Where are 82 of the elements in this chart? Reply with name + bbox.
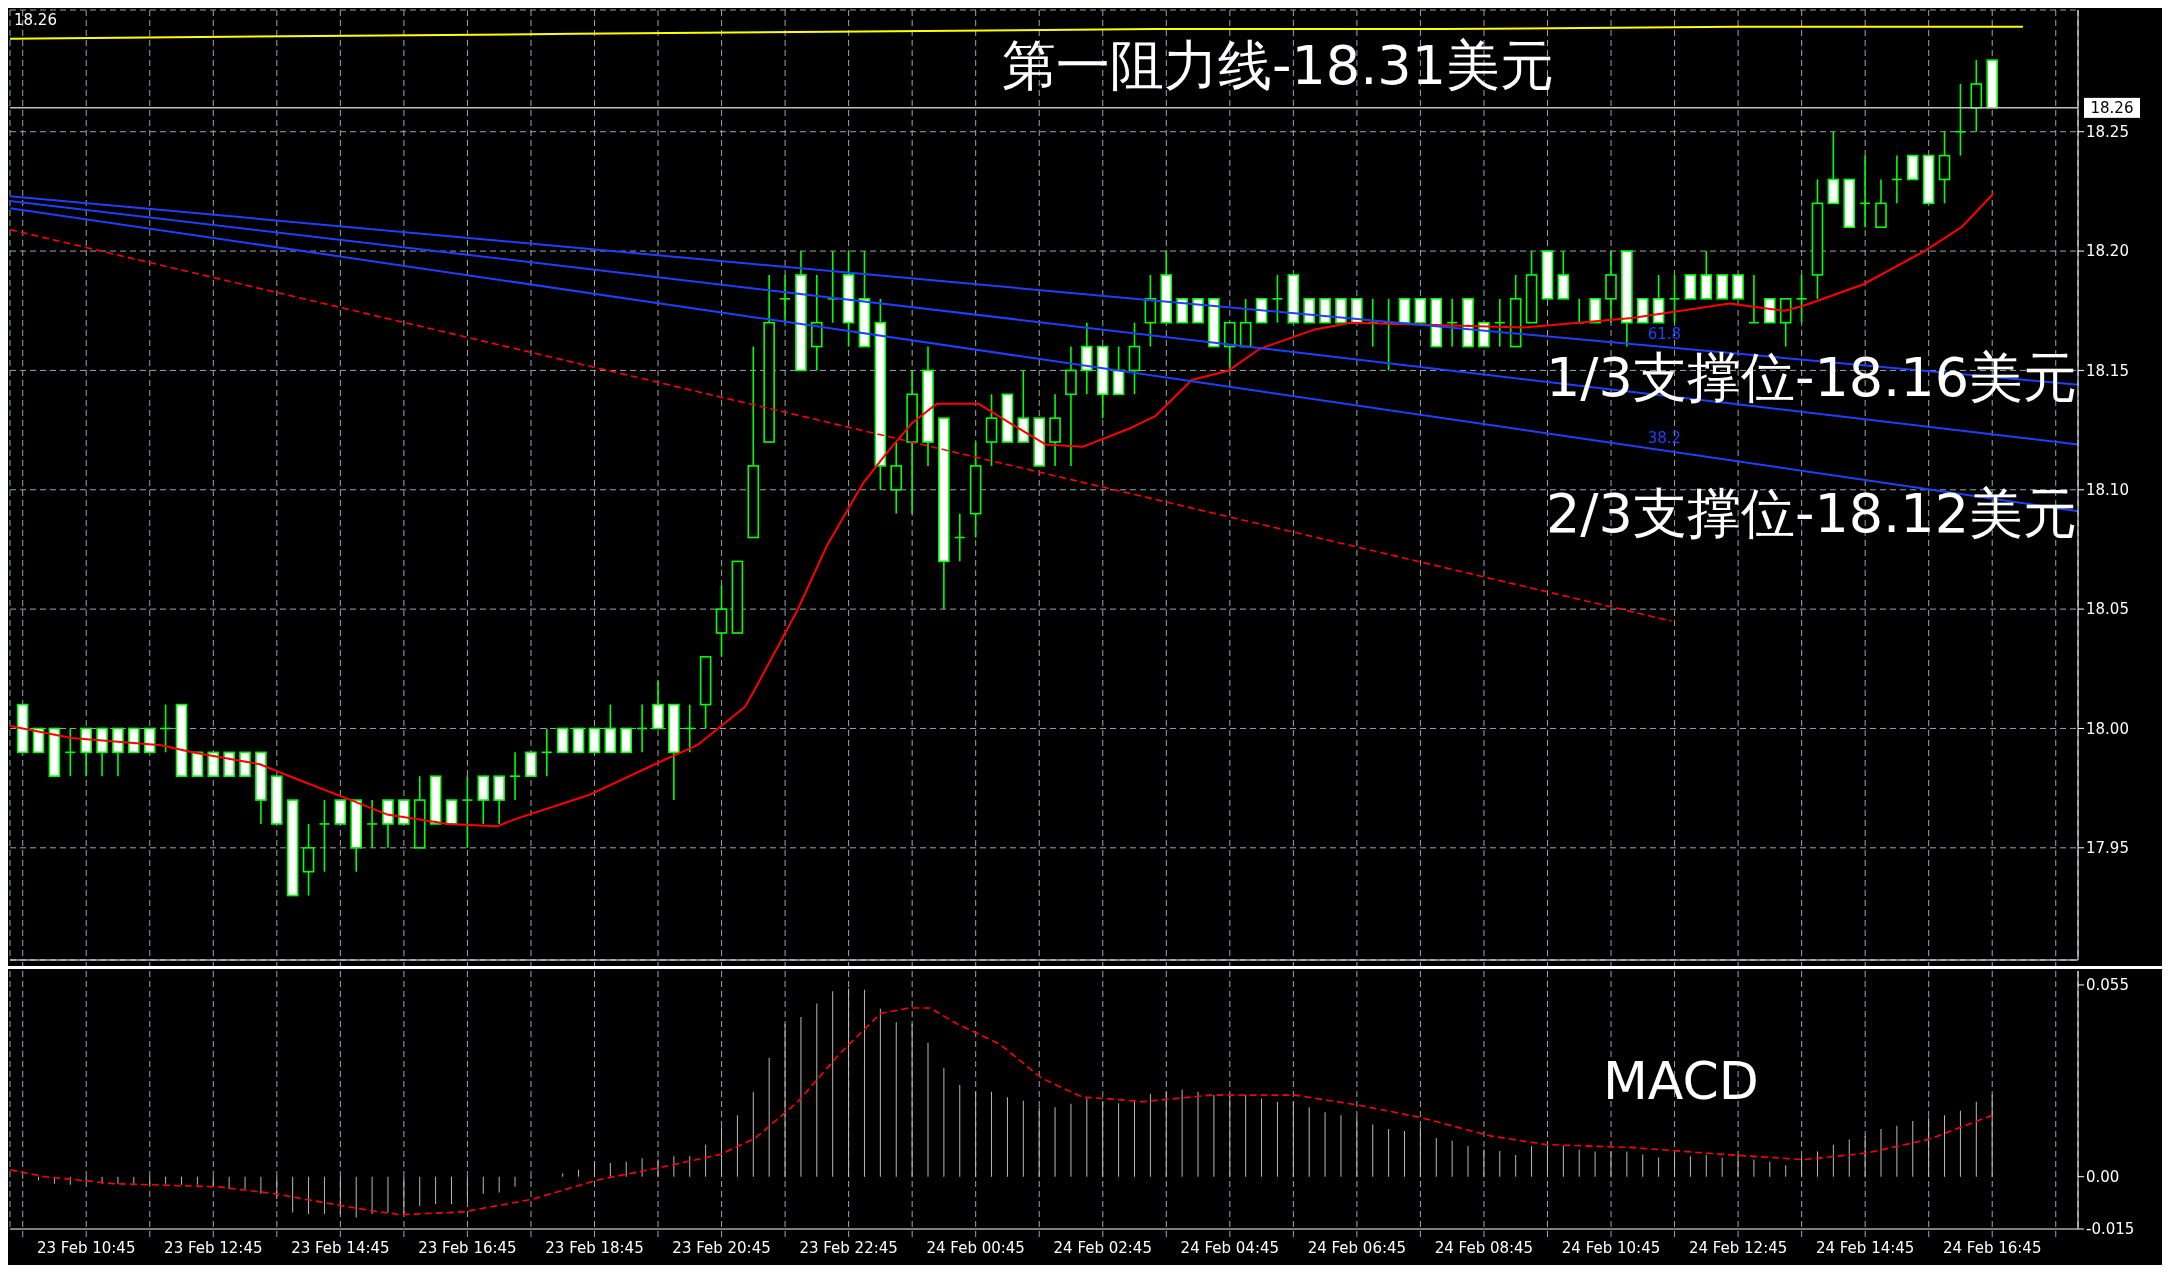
candlestick <box>1605 250 1617 324</box>
candlestick <box>1954 83 1967 157</box>
candlestick <box>588 727 601 754</box>
candlestick <box>556 727 569 754</box>
candlestick <box>1081 321 1093 396</box>
candlestick <box>525 751 537 778</box>
x-tick-label: 24 Feb 02:45 <box>1053 1239 1152 1257</box>
candlestick <box>1303 298 1315 324</box>
ref-line-label: 18.26 <box>2090 98 2134 117</box>
candlestick <box>811 274 823 372</box>
x-tick-label: 24 Feb 08:45 <box>1434 1239 1534 1257</box>
candlestick <box>1589 298 1601 324</box>
candlestick <box>1938 130 1951 205</box>
y-tick-label: 0.00 <box>2086 1168 2120 1187</box>
candlestick <box>1557 250 1570 300</box>
candlestick <box>1049 393 1061 467</box>
x-tick-label: 24 Feb 00:45 <box>926 1239 1025 1257</box>
candlestick <box>382 799 394 849</box>
x-tick-label: 24 Feb 06:45 <box>1307 1239 1407 1257</box>
x-tick-label: 24 Feb 14:45 <box>1815 1239 1915 1257</box>
y-tick-label: 0.055 <box>2086 976 2129 995</box>
annotation: MACD <box>1603 1051 1759 1111</box>
candlestick <box>461 775 474 849</box>
x-tick-label: 24 Feb 12:45 <box>1688 1239 1788 1257</box>
candlestick <box>985 393 998 467</box>
x-tick-label: 23 Feb 16:45 <box>418 1239 517 1257</box>
candlestick <box>1875 178 1887 229</box>
y-tick-label: 18.15 <box>2086 361 2129 380</box>
y-tick-label: 18.00 <box>2086 719 2129 738</box>
y-tick-label: 18.25 <box>2086 123 2129 142</box>
x-tick-label: 23 Feb 20:45 <box>672 1239 771 1257</box>
candlestick <box>493 775 505 825</box>
candlestick <box>1176 298 1188 324</box>
candlestick <box>1795 274 1808 324</box>
candlestick <box>1906 154 1919 181</box>
candlestick <box>620 727 633 754</box>
candlestick <box>96 727 108 778</box>
annotation: 第一阻力线-18.31美元 <box>1002 34 1555 97</box>
series-label: 38.2 <box>1647 428 1682 447</box>
candlestick <box>779 274 791 324</box>
y-tick-label: 18.10 <box>2086 481 2129 500</box>
candlestick <box>1065 345 1077 467</box>
candlestick <box>1414 298 1427 324</box>
candlestick <box>1017 369 1030 443</box>
x-tick-label: 24 Feb 04:45 <box>1180 1239 1280 1257</box>
y-tick-label: 18.05 <box>2086 600 2129 619</box>
y-tick-label: -0.015 <box>2086 1220 2135 1239</box>
candlestick <box>1716 274 1728 300</box>
candlestick <box>1700 250 1713 300</box>
candlestick <box>509 751 521 801</box>
x-tick-label: 23 Feb 18:45 <box>545 1239 644 1257</box>
candlestick <box>112 727 124 778</box>
candlestick <box>890 441 903 515</box>
candlestick <box>80 727 92 778</box>
y-tick-label: 17.95 <box>2086 839 2129 858</box>
annotation: 18.26 <box>14 11 57 29</box>
candlestick <box>1684 274 1697 300</box>
x-tick-label: 24 Feb 16:45 <box>1943 1239 2042 1257</box>
candlestick <box>572 727 585 754</box>
x-tick-label: 23 Feb 10:45 <box>37 1239 136 1257</box>
candlestick <box>1827 130 1840 205</box>
candlestick <box>366 799 378 849</box>
candlestick <box>318 799 331 873</box>
candlestick <box>1764 298 1776 324</box>
x-tick-label: 23 Feb 22:45 <box>799 1239 898 1257</box>
candlestick <box>334 799 347 825</box>
x-tick-label: 23 Feb 12:45 <box>164 1239 263 1257</box>
candlestick <box>1128 321 1141 396</box>
candlestick <box>1223 321 1236 372</box>
candlestick <box>1668 274 1681 324</box>
candlestick <box>715 584 728 658</box>
x-tick-label: 24 Feb 10:45 <box>1561 1239 1661 1257</box>
candlestick <box>1970 59 1983 133</box>
y-tick-label: 18.20 <box>2086 242 2129 261</box>
candlestick <box>1271 274 1284 324</box>
candlestick <box>652 679 664 730</box>
candlestick <box>477 775 490 825</box>
candlestick <box>1732 274 1744 300</box>
series-label: 61.8 <box>1647 325 1682 344</box>
candlestick <box>604 703 617 754</box>
x-tick-label: 23 Feb 14:45 <box>291 1239 390 1257</box>
candlestick <box>302 823 315 897</box>
